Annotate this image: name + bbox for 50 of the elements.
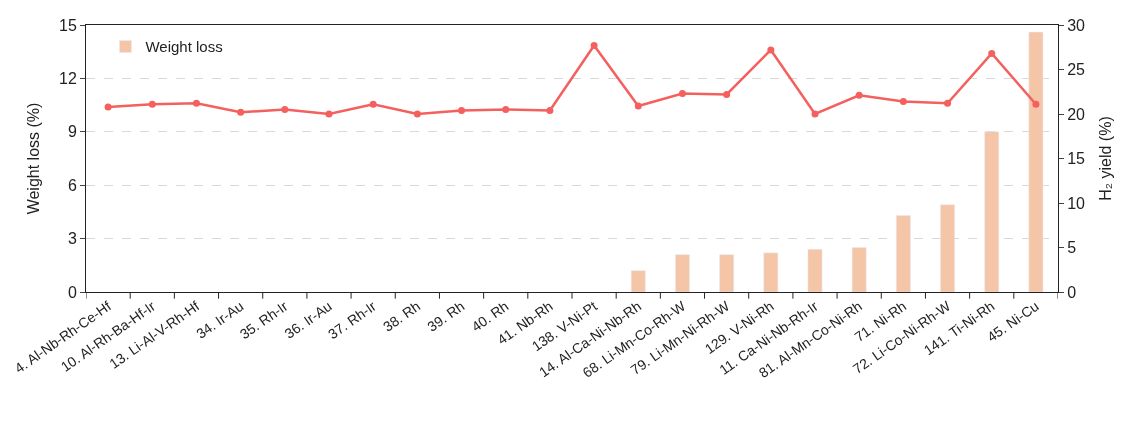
point <box>325 110 333 118</box>
x-tick-label: 39. Rh <box>424 297 468 335</box>
legend-label: Weight loss <box>145 38 223 56</box>
point <box>502 106 510 114</box>
point <box>723 90 731 98</box>
point <box>634 102 642 110</box>
point <box>104 103 112 111</box>
bar <box>763 252 779 292</box>
bar <box>719 254 734 292</box>
bar <box>1028 31 1044 292</box>
point <box>944 99 952 107</box>
y-tick-label: 9 <box>67 123 77 141</box>
y2-tick-label: 15 <box>1067 150 1086 168</box>
point <box>811 110 819 118</box>
y2-tick-label: 0 <box>1067 283 1077 301</box>
bar <box>940 204 955 292</box>
y2-tick-label: 20 <box>1067 105 1086 123</box>
point <box>767 46 775 54</box>
point <box>899 98 907 106</box>
point <box>281 106 289 114</box>
y2-tick-label: 25 <box>1067 61 1086 79</box>
y-tick-label: 3 <box>67 230 77 248</box>
point <box>192 99 200 107</box>
y2-tick-label: 10 <box>1067 194 1086 212</box>
point <box>590 41 598 49</box>
point <box>413 110 421 118</box>
bar <box>984 131 1000 292</box>
x-tick-label: 38. Rh <box>380 297 424 335</box>
point <box>148 100 156 108</box>
point <box>988 49 996 57</box>
y2-axis-title: H₂ yield (%) <box>1096 116 1114 201</box>
y2-tick-label: 30 <box>1067 16 1086 34</box>
bar <box>630 270 646 292</box>
y-tick-label: 15 <box>59 16 77 34</box>
bar <box>675 254 690 292</box>
bar <box>851 247 867 292</box>
y-axis-title: Weight loss (%) <box>24 102 42 215</box>
point <box>1032 100 1040 108</box>
point <box>237 108 245 116</box>
point <box>546 106 554 114</box>
point <box>458 106 466 114</box>
point <box>855 91 863 99</box>
point <box>369 100 377 108</box>
point <box>678 90 686 98</box>
y2-tick-label: 5 <box>1067 239 1077 257</box>
y-tick-label: 12 <box>59 70 77 87</box>
bar <box>807 249 823 292</box>
y-tick-label: 6 <box>67 176 77 194</box>
y-tick-label: 0 <box>67 283 77 301</box>
bar <box>896 215 911 292</box>
